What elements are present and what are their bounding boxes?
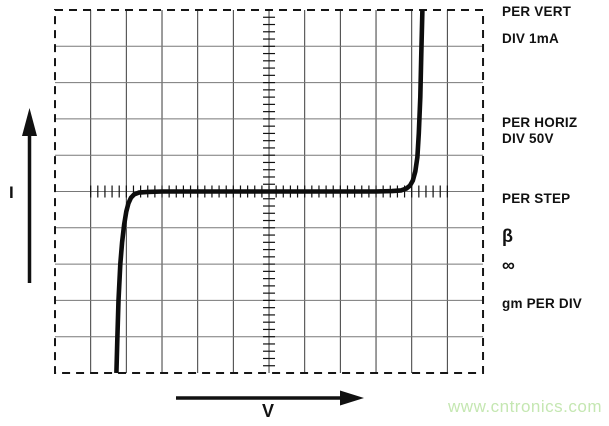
axis-arrows [22,108,364,406]
graticule-border [54,9,485,374]
iv-curve [114,9,425,374]
i-arrow-head [22,108,37,136]
gm-per-div-label: gm PER DIV [502,296,583,311]
per-horiz-value: DIV 50V [502,131,554,146]
beta-infinity-value: ∞ [502,255,516,275]
per-vert-value: DIV 1mA [502,31,559,46]
beta-symbol: β [502,226,514,246]
per-step-label: PER STEP [502,191,571,206]
x-axis-label: V [262,401,275,421]
per-horiz-label: PER HORIZ [502,115,578,130]
per-vert-label: PER VERT [502,4,572,19]
y-axis-label: I [9,183,14,202]
watermark-text: www.cntronics.com [448,397,602,416]
v-arrow-head [340,390,364,406]
